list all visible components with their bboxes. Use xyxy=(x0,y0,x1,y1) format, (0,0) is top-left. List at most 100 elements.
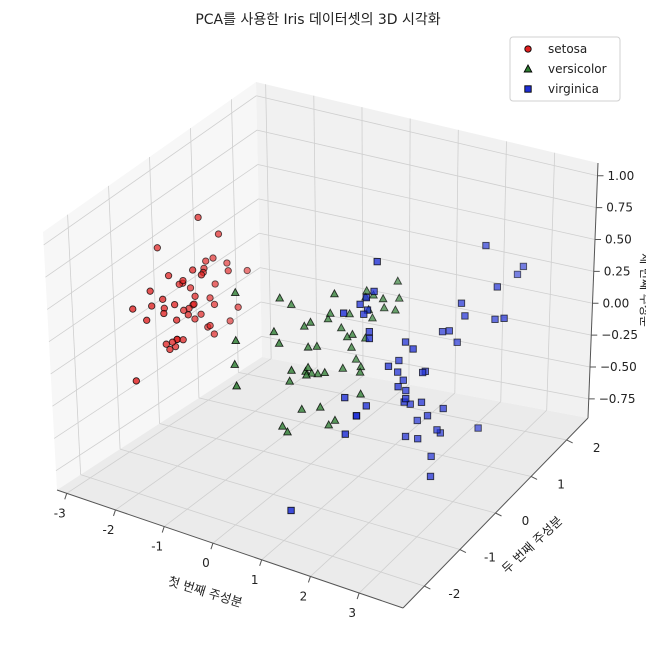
z-grid-left xyxy=(53,301,262,439)
versicolor-point xyxy=(301,370,312,379)
legend-box xyxy=(509,36,621,102)
versicolor-point xyxy=(312,341,322,350)
versicolor-point xyxy=(232,380,242,390)
virginica-point xyxy=(414,435,422,443)
setosa-point xyxy=(210,330,218,338)
x-tick-label: 2 xyxy=(300,589,308,603)
legend-marker-setosa xyxy=(524,45,532,53)
z-grid-back xyxy=(256,95,598,177)
virginica-point xyxy=(418,368,427,377)
versicolor-point xyxy=(390,305,400,314)
z-grid-left xyxy=(52,267,261,407)
versicolor-point xyxy=(379,302,389,312)
virginica-point xyxy=(365,334,374,343)
versicolor-point xyxy=(329,288,339,298)
setosa-point xyxy=(191,315,199,323)
x-grid-back xyxy=(454,129,459,394)
virginica-point xyxy=(287,506,295,515)
x-tick-mark xyxy=(161,526,165,533)
virginica-point xyxy=(402,386,410,395)
setosa-point xyxy=(226,317,234,325)
x-tick-label: -1 xyxy=(151,540,163,554)
x-tick-mark xyxy=(113,509,116,517)
z-grid-left xyxy=(48,198,259,342)
virginica-point xyxy=(519,262,528,271)
setosa-point xyxy=(146,287,154,295)
setosa-point xyxy=(194,213,202,222)
setosa-point xyxy=(234,303,242,311)
x-tick-label: 3 xyxy=(348,606,356,620)
setosa-point xyxy=(143,316,151,324)
legend: setosa versicolor virginica xyxy=(509,36,621,102)
virginica-point xyxy=(413,416,421,425)
setosa-point xyxy=(160,309,168,318)
x-tick-label: -2 xyxy=(102,523,114,537)
setosa-point xyxy=(168,338,177,346)
versicolor-point xyxy=(277,421,288,430)
x-grid-back xyxy=(500,141,507,402)
z-grid-back xyxy=(257,164,596,240)
setosa-point xyxy=(186,284,195,292)
virginica-point xyxy=(384,362,393,370)
y-tick-label: 2 xyxy=(593,441,601,455)
virginica-point xyxy=(457,299,466,307)
x-tick-mark xyxy=(307,576,311,583)
virginica-point xyxy=(339,309,348,317)
z-axis-line xyxy=(587,162,599,419)
legend-label-setosa: setosa xyxy=(548,42,587,56)
back-pane xyxy=(256,82,598,418)
virginica-point xyxy=(394,368,402,376)
virginica-point xyxy=(370,287,378,296)
setosa-point xyxy=(197,310,205,318)
versicolor-point xyxy=(315,402,325,411)
setosa-point xyxy=(206,321,214,330)
legend-label-versicolor: versicolor xyxy=(548,62,607,76)
setosa-point xyxy=(190,300,198,308)
virginica-point xyxy=(474,424,482,432)
versicolor-point xyxy=(231,335,241,344)
z-grid-left xyxy=(50,232,260,375)
y-grid-floor xyxy=(119,448,461,550)
left-pane xyxy=(43,82,262,490)
y-tick-mark xyxy=(424,585,431,590)
setosa-point xyxy=(209,254,217,262)
virginica-point xyxy=(395,356,403,365)
z-tick-label: 0.25 xyxy=(604,264,631,278)
setosa-point xyxy=(191,292,199,300)
x-tick-mark xyxy=(210,543,214,550)
virginica-point xyxy=(482,241,490,250)
setosa-point xyxy=(179,276,187,285)
floor-pane xyxy=(57,357,588,608)
z-grid-back xyxy=(259,232,593,304)
virginica-point xyxy=(417,398,426,406)
y-tick-mark xyxy=(530,476,538,480)
virginica-point xyxy=(401,432,410,441)
y-grid-floor xyxy=(80,474,425,587)
virginica-point xyxy=(493,283,501,291)
y-axis-label: 두 번째 주성분 xyxy=(499,513,566,576)
z-tick-label: −0.25 xyxy=(601,328,638,342)
setosa-point xyxy=(197,271,206,279)
versicolor-point xyxy=(355,367,365,376)
y-grid-floor xyxy=(198,397,532,477)
versicolor-point xyxy=(393,276,403,285)
versicolor-point xyxy=(324,419,334,429)
x-tick-label: 1 xyxy=(251,573,259,587)
virginica-point xyxy=(360,310,368,318)
versicolor-point xyxy=(320,367,330,377)
versicolor-point xyxy=(346,342,357,351)
z-grid-back xyxy=(256,129,597,209)
z-grid-back xyxy=(259,267,592,336)
z-tick-label: 0.75 xyxy=(606,201,633,215)
z-grid-back xyxy=(260,301,591,368)
versicolor-point xyxy=(286,299,296,308)
setosa-point xyxy=(179,336,187,344)
y-tick-mark xyxy=(495,512,502,517)
versicolor-point xyxy=(356,389,366,398)
y-grid-left xyxy=(190,128,200,398)
setosa-point xyxy=(153,244,161,252)
setosa-point xyxy=(148,302,156,310)
versicolor-point xyxy=(336,322,346,332)
virginica-point xyxy=(445,327,453,335)
